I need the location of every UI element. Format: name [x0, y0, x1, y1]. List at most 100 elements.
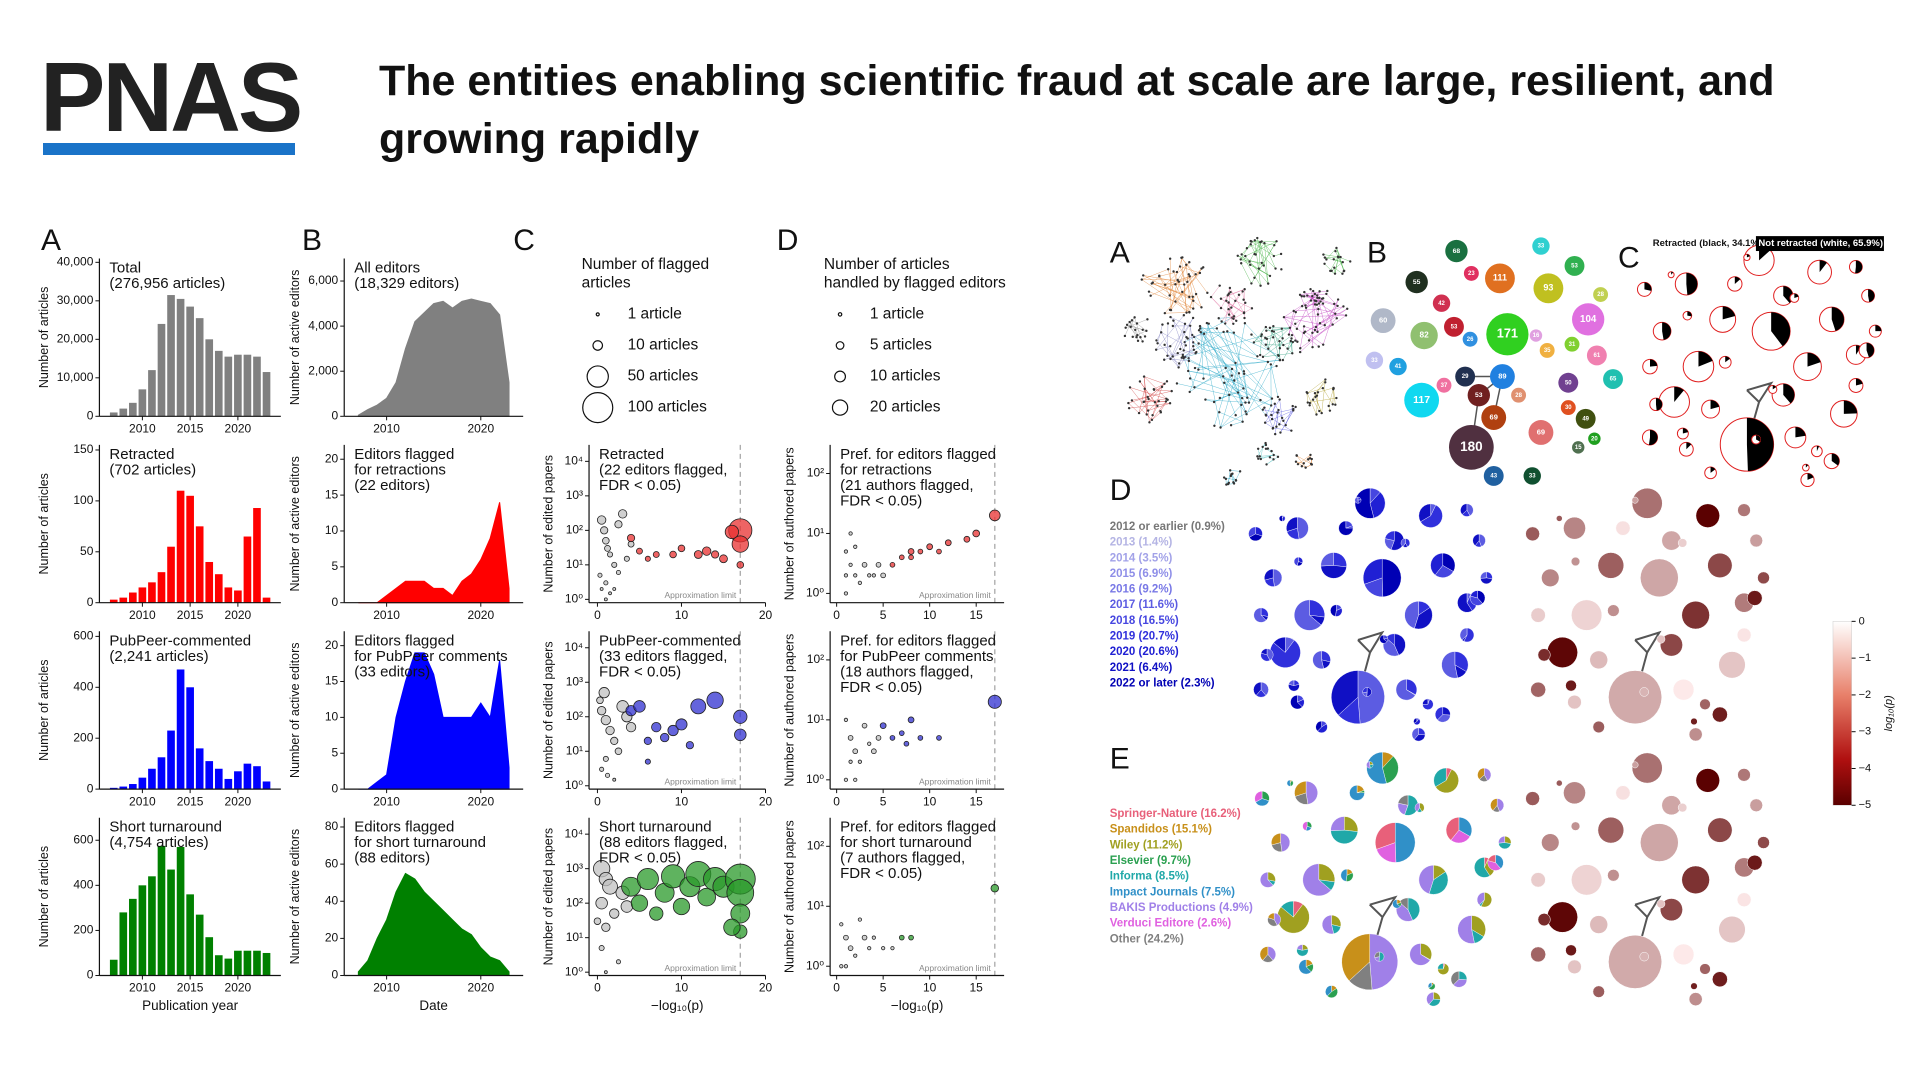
y-tick-label: 10⁰: [806, 772, 824, 786]
node: [1166, 354, 1169, 357]
point: [597, 572, 603, 578]
node: [1192, 299, 1195, 302]
node: [1234, 361, 1237, 365]
edge: [1324, 299, 1339, 326]
edge: [1283, 316, 1319, 347]
node: [1137, 411, 1141, 415]
point: [611, 561, 618, 568]
chart-title: for short turnaround: [840, 834, 972, 851]
node-wedge: [1305, 781, 1318, 805]
point: [843, 573, 849, 578]
node: [1570, 556, 1581, 567]
edge: [1143, 275, 1179, 282]
node: [1235, 319, 1238, 322]
node-wedge: [1435, 706, 1443, 721]
edge: [1159, 276, 1170, 296]
node: [1324, 378, 1327, 381]
x-tick-label: 10: [923, 608, 937, 622]
edge: [1334, 257, 1339, 274]
edge: [1143, 376, 1165, 385]
edge: [1147, 400, 1159, 411]
edge: [1231, 421, 1243, 426]
node-label: 93: [1543, 283, 1553, 293]
node-label: 104: [1580, 314, 1597, 325]
edge: [1155, 315, 1185, 350]
node-wedge: [1746, 254, 1750, 258]
node: [1228, 469, 1232, 472]
node: [1145, 413, 1148, 416]
edge: [1334, 267, 1343, 274]
node: [1560, 400, 1576, 416]
node: [1163, 311, 1167, 315]
legend-title: Number of flagged: [582, 256, 710, 273]
node: [1202, 377, 1205, 380]
node-label: 53: [1475, 392, 1483, 399]
point: [599, 766, 605, 772]
node: [1688, 727, 1703, 742]
node: [1303, 330, 1307, 333]
node-wedge: [1831, 307, 1844, 332]
y-tick-label: 150: [73, 442, 93, 456]
node: [1572, 303, 1605, 336]
chart-title: (4,754 articles): [109, 834, 208, 851]
node: [1736, 627, 1752, 643]
bar: [214, 768, 223, 790]
edge: [1290, 340, 1293, 354]
node: [1310, 457, 1313, 461]
point: [861, 934, 868, 941]
node-wedge: [1795, 427, 1806, 438]
point: [972, 529, 980, 538]
node-wedge: [1807, 352, 1821, 367]
point: [853, 573, 858, 578]
node-wedge: [1490, 798, 1498, 811]
edge: [1271, 403, 1276, 420]
node: [1277, 408, 1280, 412]
node: [1191, 295, 1195, 299]
point: [898, 934, 905, 941]
edge: [1333, 259, 1343, 263]
node-wedge: [1288, 684, 1300, 692]
header-box: [1755, 236, 1884, 252]
bar: [224, 356, 233, 417]
node: [1246, 396, 1249, 399]
node: [1282, 343, 1285, 347]
point: [603, 580, 609, 586]
bar: [205, 561, 214, 603]
edge: [1266, 328, 1282, 331]
x-tick-label: 10: [675, 794, 689, 808]
edge: [1253, 334, 1262, 343]
bar: [167, 730, 175, 790]
y-tick-label: 5: [332, 559, 339, 573]
node: [1299, 347, 1302, 350]
bar: [243, 763, 252, 790]
node: [1294, 310, 1297, 314]
edge: [1150, 276, 1190, 296]
node: [1253, 239, 1257, 242]
node-wedge: [1340, 868, 1348, 882]
node-wedge: [1404, 601, 1419, 629]
node-wedge: [1297, 516, 1309, 540]
node: [1164, 400, 1168, 403]
point: [875, 562, 882, 568]
edge: [1175, 284, 1190, 313]
point: [618, 509, 628, 519]
edge: [1240, 259, 1262, 264]
node-wedge: [1734, 276, 1741, 284]
bar: [205, 937, 214, 976]
node-wedge: [1294, 599, 1322, 631]
point: [633, 700, 646, 713]
node: [1323, 262, 1326, 266]
node: [1161, 323, 1164, 326]
node-label: 53: [1571, 264, 1578, 270]
node: [1341, 272, 1344, 275]
edge: [1227, 331, 1245, 372]
node: [1749, 798, 1763, 812]
point: [625, 722, 637, 733]
node: [1339, 255, 1342, 259]
node: [1181, 355, 1185, 358]
x-tick-label: 0: [833, 608, 840, 622]
node: [1511, 387, 1527, 403]
node: [1256, 447, 1260, 450]
node: [1333, 266, 1336, 269]
edge: [1257, 442, 1266, 457]
